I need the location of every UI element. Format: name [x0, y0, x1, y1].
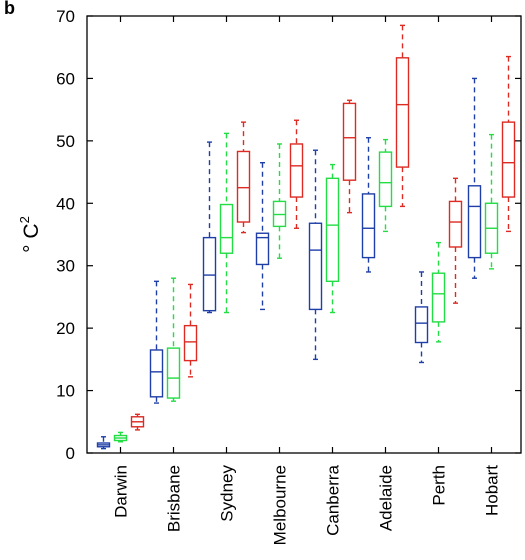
- y-axis-label: ° C2: [17, 216, 43, 253]
- y-axis-label-exponent: 2: [17, 216, 32, 223]
- box-brisbane-1: [166, 277, 181, 402]
- box-adelaide-1: [378, 138, 393, 233]
- iqr-box: [289, 143, 304, 198]
- box-perth-1: [431, 241, 446, 343]
- box-canberra-1: [325, 163, 340, 314]
- y-tick-label: 50: [56, 132, 75, 151]
- iqr-box: [448, 200, 463, 248]
- box-hobart-2: [501, 55, 516, 233]
- box-sydney-1: [219, 132, 234, 314]
- box-groups: [96, 24, 516, 450]
- box-canberra-0: [308, 149, 323, 361]
- iqr-box: [236, 150, 251, 223]
- y-tick-label: 60: [56, 69, 75, 88]
- box-perth-0: [414, 271, 429, 364]
- box-adelaide-2: [395, 24, 410, 208]
- box-darwin-2: [130, 413, 145, 431]
- iqr-box: [308, 222, 323, 311]
- iqr-box: [378, 151, 393, 208]
- x-tick-label: Perth: [430, 465, 449, 506]
- box-adelaide-0: [361, 137, 376, 273]
- iqr-box: [431, 272, 446, 323]
- box-melbourne-0: [255, 162, 270, 311]
- x-tick-label: Canberra: [324, 464, 343, 535]
- y-tick-label: 40: [56, 194, 75, 213]
- box-sydney-2: [236, 121, 251, 234]
- iqr-box: [467, 185, 482, 259]
- panel-letter: b: [4, 0, 15, 18]
- iqr-box: [166, 347, 181, 399]
- iqr-box: [183, 324, 198, 362]
- x-tick-label: Adelaide: [377, 465, 396, 531]
- x-axis: Darwin Brisbane Sydney Melbourne Canberra Ade…: [112, 16, 502, 545]
- y-tick-label: 20: [56, 319, 75, 338]
- x-tick-label: Sydney: [218, 465, 237, 522]
- box-brisbane-0: [149, 280, 164, 404]
- iqr-box: [202, 236, 217, 312]
- iqr-box: [361, 193, 376, 259]
- box-hobart-0: [467, 77, 482, 279]
- x-tick-label: Hobart: [483, 465, 502, 516]
- iqr-box: [325, 177, 340, 283]
- y-tick-label: 10: [56, 382, 75, 401]
- box-perth-2: [448, 177, 463, 304]
- iqr-box: [149, 349, 164, 398]
- x-tick-label: Brisbane: [165, 465, 184, 532]
- box-darwin-0: [96, 436, 111, 450]
- plot-frame: [86, 15, 522, 454]
- box-sydney-0: [202, 141, 217, 314]
- y-axis-label-unit: ° C: [20, 223, 43, 252]
- iqr-box: [219, 203, 234, 254]
- iqr-box: [501, 121, 516, 198]
- y-axis: 0 10 20 30 40 50 60 70: [56, 7, 521, 463]
- iqr-box: [395, 57, 410, 168]
- y-tick-label: 70: [56, 7, 75, 26]
- box-darwin-1: [113, 431, 128, 443]
- box-melbourne-1: [272, 143, 287, 259]
- box-canberra-2: [342, 99, 357, 214]
- iqr-box: [342, 102, 357, 181]
- box-hobart-1: [484, 133, 499, 270]
- iqr-box: [414, 306, 429, 344]
- box-melbourne-2: [289, 119, 304, 229]
- x-tick-label: Melbourne: [271, 465, 290, 545]
- box-brisbane-2: [183, 283, 198, 378]
- x-tick-label: Darwin: [112, 465, 131, 518]
- iqr-box: [255, 232, 270, 266]
- y-tick-label: 0: [66, 444, 75, 463]
- y-tick-label: 30: [56, 257, 75, 276]
